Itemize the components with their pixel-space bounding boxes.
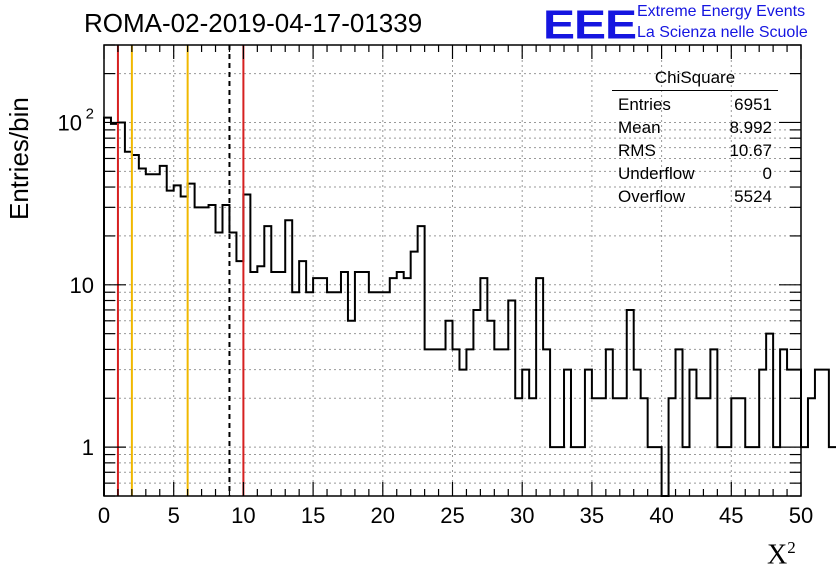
stats-box: ChiSquare Entries 6951 Mean 8.992 RMS 10.67…: [612, 68, 778, 208]
x-tick-label: 40: [649, 503, 673, 528]
stats-row-overflow: Overflow 5524: [618, 187, 772, 206]
x-tick-label: 0: [98, 503, 110, 528]
eee-logo: EEE: [543, 2, 637, 48]
x-tick-label: 50: [789, 503, 813, 528]
x-tick-label: 25: [440, 503, 464, 528]
x-axis-label: X2: [767, 538, 796, 571]
histogram-series: [103, 116, 836, 497]
y-tick-label-exponent: 2: [86, 105, 94, 122]
y-tick-label: 10: [58, 110, 82, 135]
x-tick-label: 5: [168, 503, 180, 528]
x-tick-label: 10: [231, 503, 255, 528]
logo-line-1: Extreme Energy Events: [637, 3, 806, 20]
y-axis-label: Entries/bin: [4, 97, 34, 220]
stats-row-entries: Entries 6951: [618, 95, 772, 114]
stats-row-underflow: Underflow 0: [618, 164, 772, 183]
logo-line-2: La Scienza nelle Scuole: [637, 24, 808, 41]
stats-row-mean: Mean 8.992: [618, 118, 772, 137]
stats-row-rms: RMS 10.67: [618, 141, 772, 160]
y-tick-label: 10: [70, 273, 94, 298]
x-tick-label: 15: [301, 503, 325, 528]
x-tick-label: 30: [510, 503, 534, 528]
x-tick-label: 20: [371, 503, 395, 528]
stats-header: ChiSquare: [612, 68, 778, 91]
chart-title: ROMA-02-2019-04-17-01339: [84, 8, 423, 38]
y-tick-label: 1: [82, 435, 94, 460]
x-tick-label: 35: [580, 503, 604, 528]
x-tick-label: 45: [719, 503, 743, 528]
